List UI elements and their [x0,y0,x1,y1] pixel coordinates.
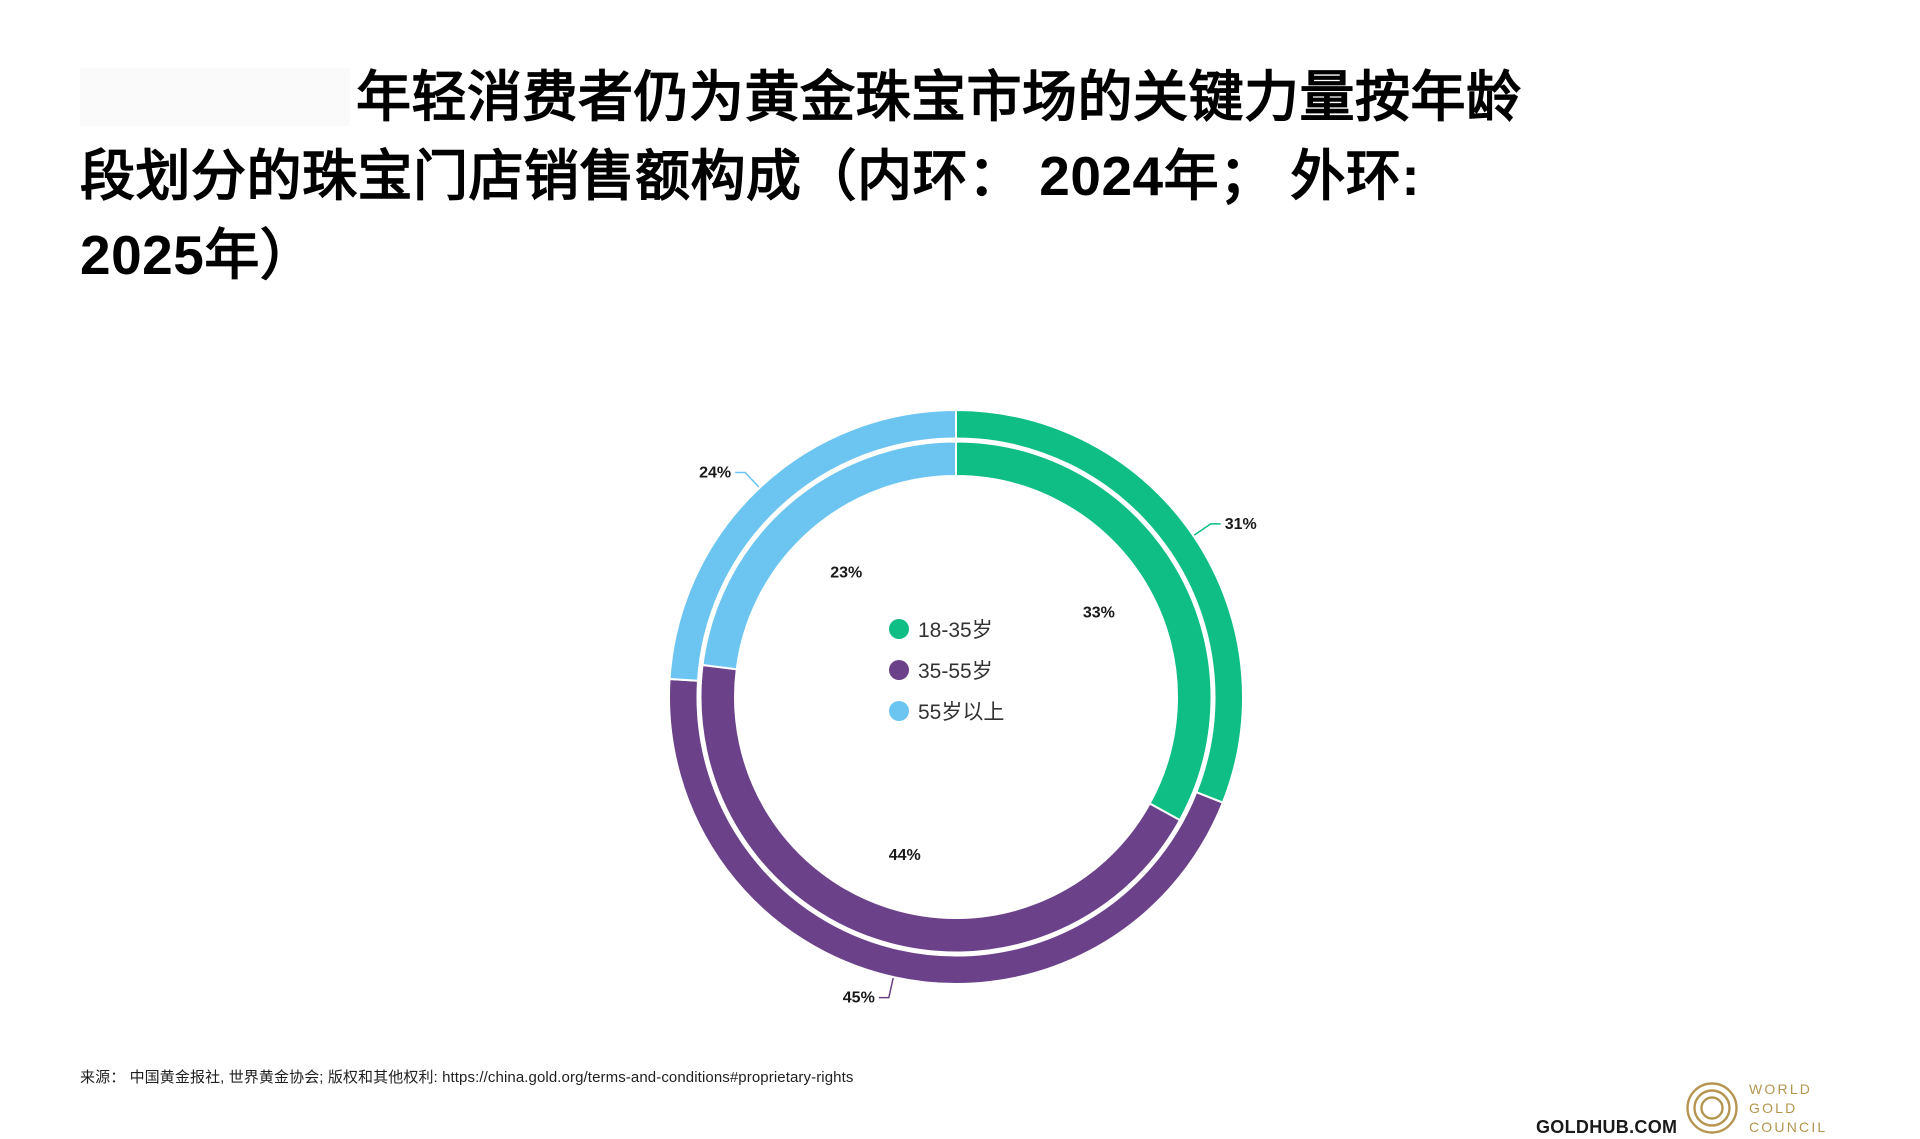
label-leader-35-55岁 [878,977,894,999]
pct-label-inner-35-55岁: 44% [889,847,921,864]
chart-title: 年轻消费者仍为黄金珠宝市场的关键力量按年龄 段划分的珠宝门店销售额构成（内环： … [80,58,1860,295]
wgc-logo-text: WORLD GOLD COUNCIL [1749,1080,1827,1137]
label-leader-18-35岁 [1193,523,1221,536]
world-gold-council-logo: WORLD GOLD COUNCIL [1684,1079,1844,1137]
goldhub-wordmark: GOLDHUB.COM [1536,1117,1678,1137]
wgc-logo-text-council: COUNCIL [1749,1118,1828,1135]
wgc-logo-text-world: WORLD [1749,1080,1813,1097]
legend-item-18-35岁[interactable]: 18-35岁 [889,608,1004,649]
legend-item-label: 55岁以上 [918,700,1005,724]
pct-label-inner-55岁以上: 23% [830,564,862,581]
donut-slice-outer-55岁以上[interactable] [668,409,957,682]
legend-item-35-55岁[interactable]: 35-55岁 [889,649,1004,690]
chart-title-line-1: 年轻消费者仍为黄金珠宝市场的关键力量按年龄 [80,58,1860,137]
pct-label-outer-55岁以上: 24% [699,464,731,481]
legend-item-55岁以上[interactable]: 55岁以上 [889,690,1004,731]
pct-label-outer-18-35岁: 31% [1225,516,1257,533]
pct-label-outer-35-55岁: 45% [843,990,875,1007]
legend-swatch-icon [889,700,909,721]
wgc-logo-text-gold: GOLD [1749,1099,1798,1116]
chart-title-line-3: 2025年） [80,216,1860,295]
source-attribution: 来源： 中国黄金报社, 世界黄金协会; 版权和其他权利: https://chi… [80,1069,854,1086]
chart-legend: 18-35岁 35-55岁 55岁以上 [889,608,1004,731]
wgc-concentric-rings-icon [1686,1082,1738,1134]
chart-title-text-2: 段划分的珠宝门店销售额构成（内环： 2024年； 外环: [80,145,1421,207]
label-leader-55岁以上 [735,471,760,488]
legend-item-label: 18-35岁 [918,618,993,642]
chart-title-text-1: 年轻消费者仍为黄金珠宝市场的关键力量按年龄 [356,66,1522,128]
chart-title-text-3: 2025年） [80,224,316,286]
legend-item-label: 35-55岁 [918,659,993,683]
legend-swatch-icon [889,659,909,680]
legend-swatch-icon [889,618,909,639]
chart-title-line-2: 段划分的珠宝门店销售额构成（内环： 2024年； 外环: [80,137,1860,216]
pct-label-inner-18-35岁: 33% [1083,604,1115,621]
redacted-label-block [80,68,350,126]
donut-slice-inner-55岁以上[interactable] [701,440,957,671]
